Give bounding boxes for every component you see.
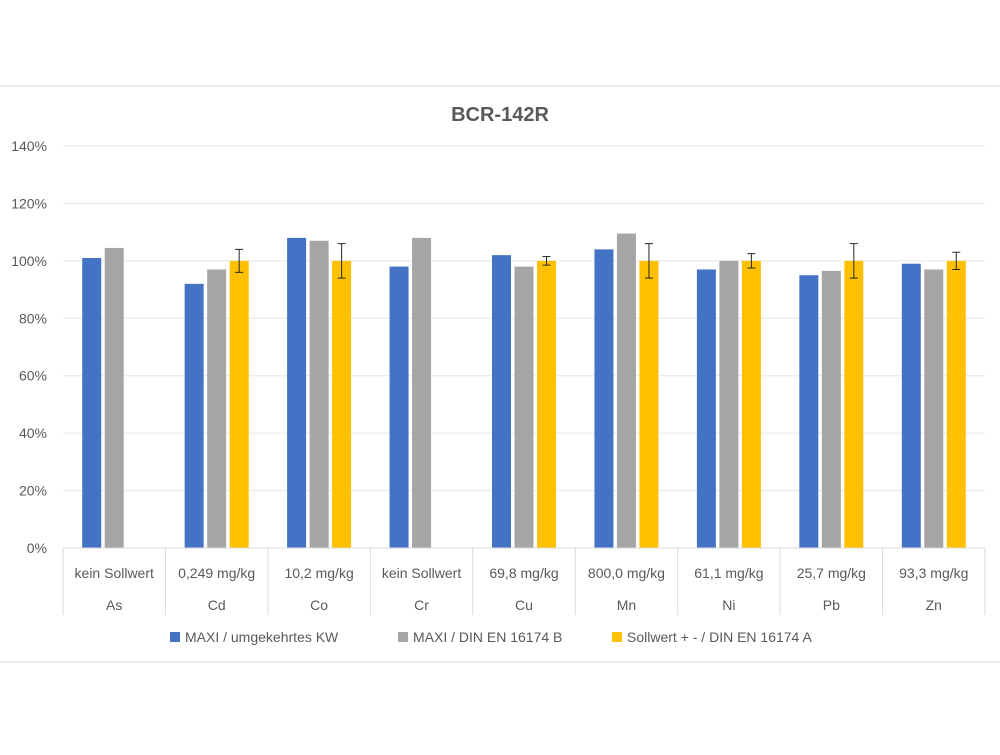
category-label: Co [310, 597, 328, 613]
legend-item: MAXI / umgekehrtes KW [170, 629, 339, 645]
bar [924, 269, 944, 548]
category-sublabel: kein Sollwert [382, 565, 461, 581]
legend-swatch [612, 632, 622, 642]
error-bar [644, 243, 653, 279]
y-tick-label: 140% [11, 138, 47, 154]
category-sublabel: 93,3 mg/kg [899, 565, 968, 581]
bar [104, 247, 124, 548]
y-tick-label: 100% [11, 253, 47, 269]
bar [901, 263, 921, 548]
error-bar [337, 243, 346, 279]
legend-label: MAXI / umgekehrtes KW [185, 629, 339, 645]
category-label: Pb [823, 597, 840, 613]
bar [594, 249, 614, 548]
legend-item: MAXI / DIN EN 16174 B [398, 629, 562, 645]
bar [821, 270, 841, 548]
legend-item: Sollwert + - / DIN EN 16174 A [612, 629, 812, 645]
y-tick-label: 0% [27, 540, 47, 556]
category-sublabel: 10,2 mg/kg [284, 565, 353, 581]
bar [332, 260, 352, 548]
category-label: Cd [208, 597, 226, 613]
bar [639, 260, 659, 548]
category-sublabel: 69,8 mg/kg [489, 565, 558, 581]
bar [719, 260, 739, 548]
y-tick-label: 60% [19, 368, 47, 384]
bar [309, 240, 329, 548]
category-label: Cr [414, 597, 429, 613]
bar [492, 255, 511, 548]
y-tick-label: 20% [19, 483, 47, 499]
legend: MAXI / umgekehrtes KW MAXI / DIN EN 16174… [170, 629, 812, 645]
chart-title: BCR-142R [451, 104, 549, 126]
category-sublabel: kein Sollwert [75, 565, 154, 581]
bar [616, 233, 636, 549]
bar [799, 275, 819, 548]
bar [207, 269, 227, 548]
bar [229, 260, 249, 548]
y-tick-label: 120% [11, 195, 47, 211]
bar [946, 260, 966, 548]
bar-layer [82, 233, 966, 549]
category-label: Mn [617, 597, 636, 613]
category-sublabel: 25,7 mg/kg [797, 565, 866, 581]
category-label: As [106, 597, 122, 613]
bar [844, 260, 864, 548]
error-bar [542, 256, 551, 266]
error-bar [747, 253, 756, 269]
y-tick-label: 40% [19, 425, 47, 441]
bar [741, 260, 761, 548]
bar [82, 257, 102, 548]
legend-swatch [170, 632, 180, 642]
error-bar [849, 243, 858, 279]
bar [184, 283, 204, 548]
bar [514, 266, 534, 548]
error-bar [952, 251, 961, 270]
axis-layer: 0% 20% 40% 60% 80% 100% 120% 140% kein Sollwert A… [11, 138, 986, 615]
bar [287, 237, 307, 548]
bar [696, 269, 716, 548]
bar [389, 266, 409, 548]
y-tick-label: 80% [19, 310, 47, 326]
category-label: Cu [515, 597, 533, 613]
legend-swatch [398, 632, 408, 642]
category-sublabel: 61,1 mg/kg [694, 565, 763, 581]
legend-label: Sollwert + - / DIN EN 16174 A [627, 629, 812, 645]
bar [537, 260, 556, 548]
error-bar [235, 248, 244, 273]
category-sublabel: 0,249 mg/kg [178, 565, 255, 581]
category-label: Zn [926, 597, 942, 613]
category-label: Ni [722, 597, 735, 613]
bar [412, 237, 432, 548]
category-sublabel: 800,0 mg/kg [588, 565, 665, 581]
legend-label: MAXI / DIN EN 16174 B [413, 629, 562, 645]
